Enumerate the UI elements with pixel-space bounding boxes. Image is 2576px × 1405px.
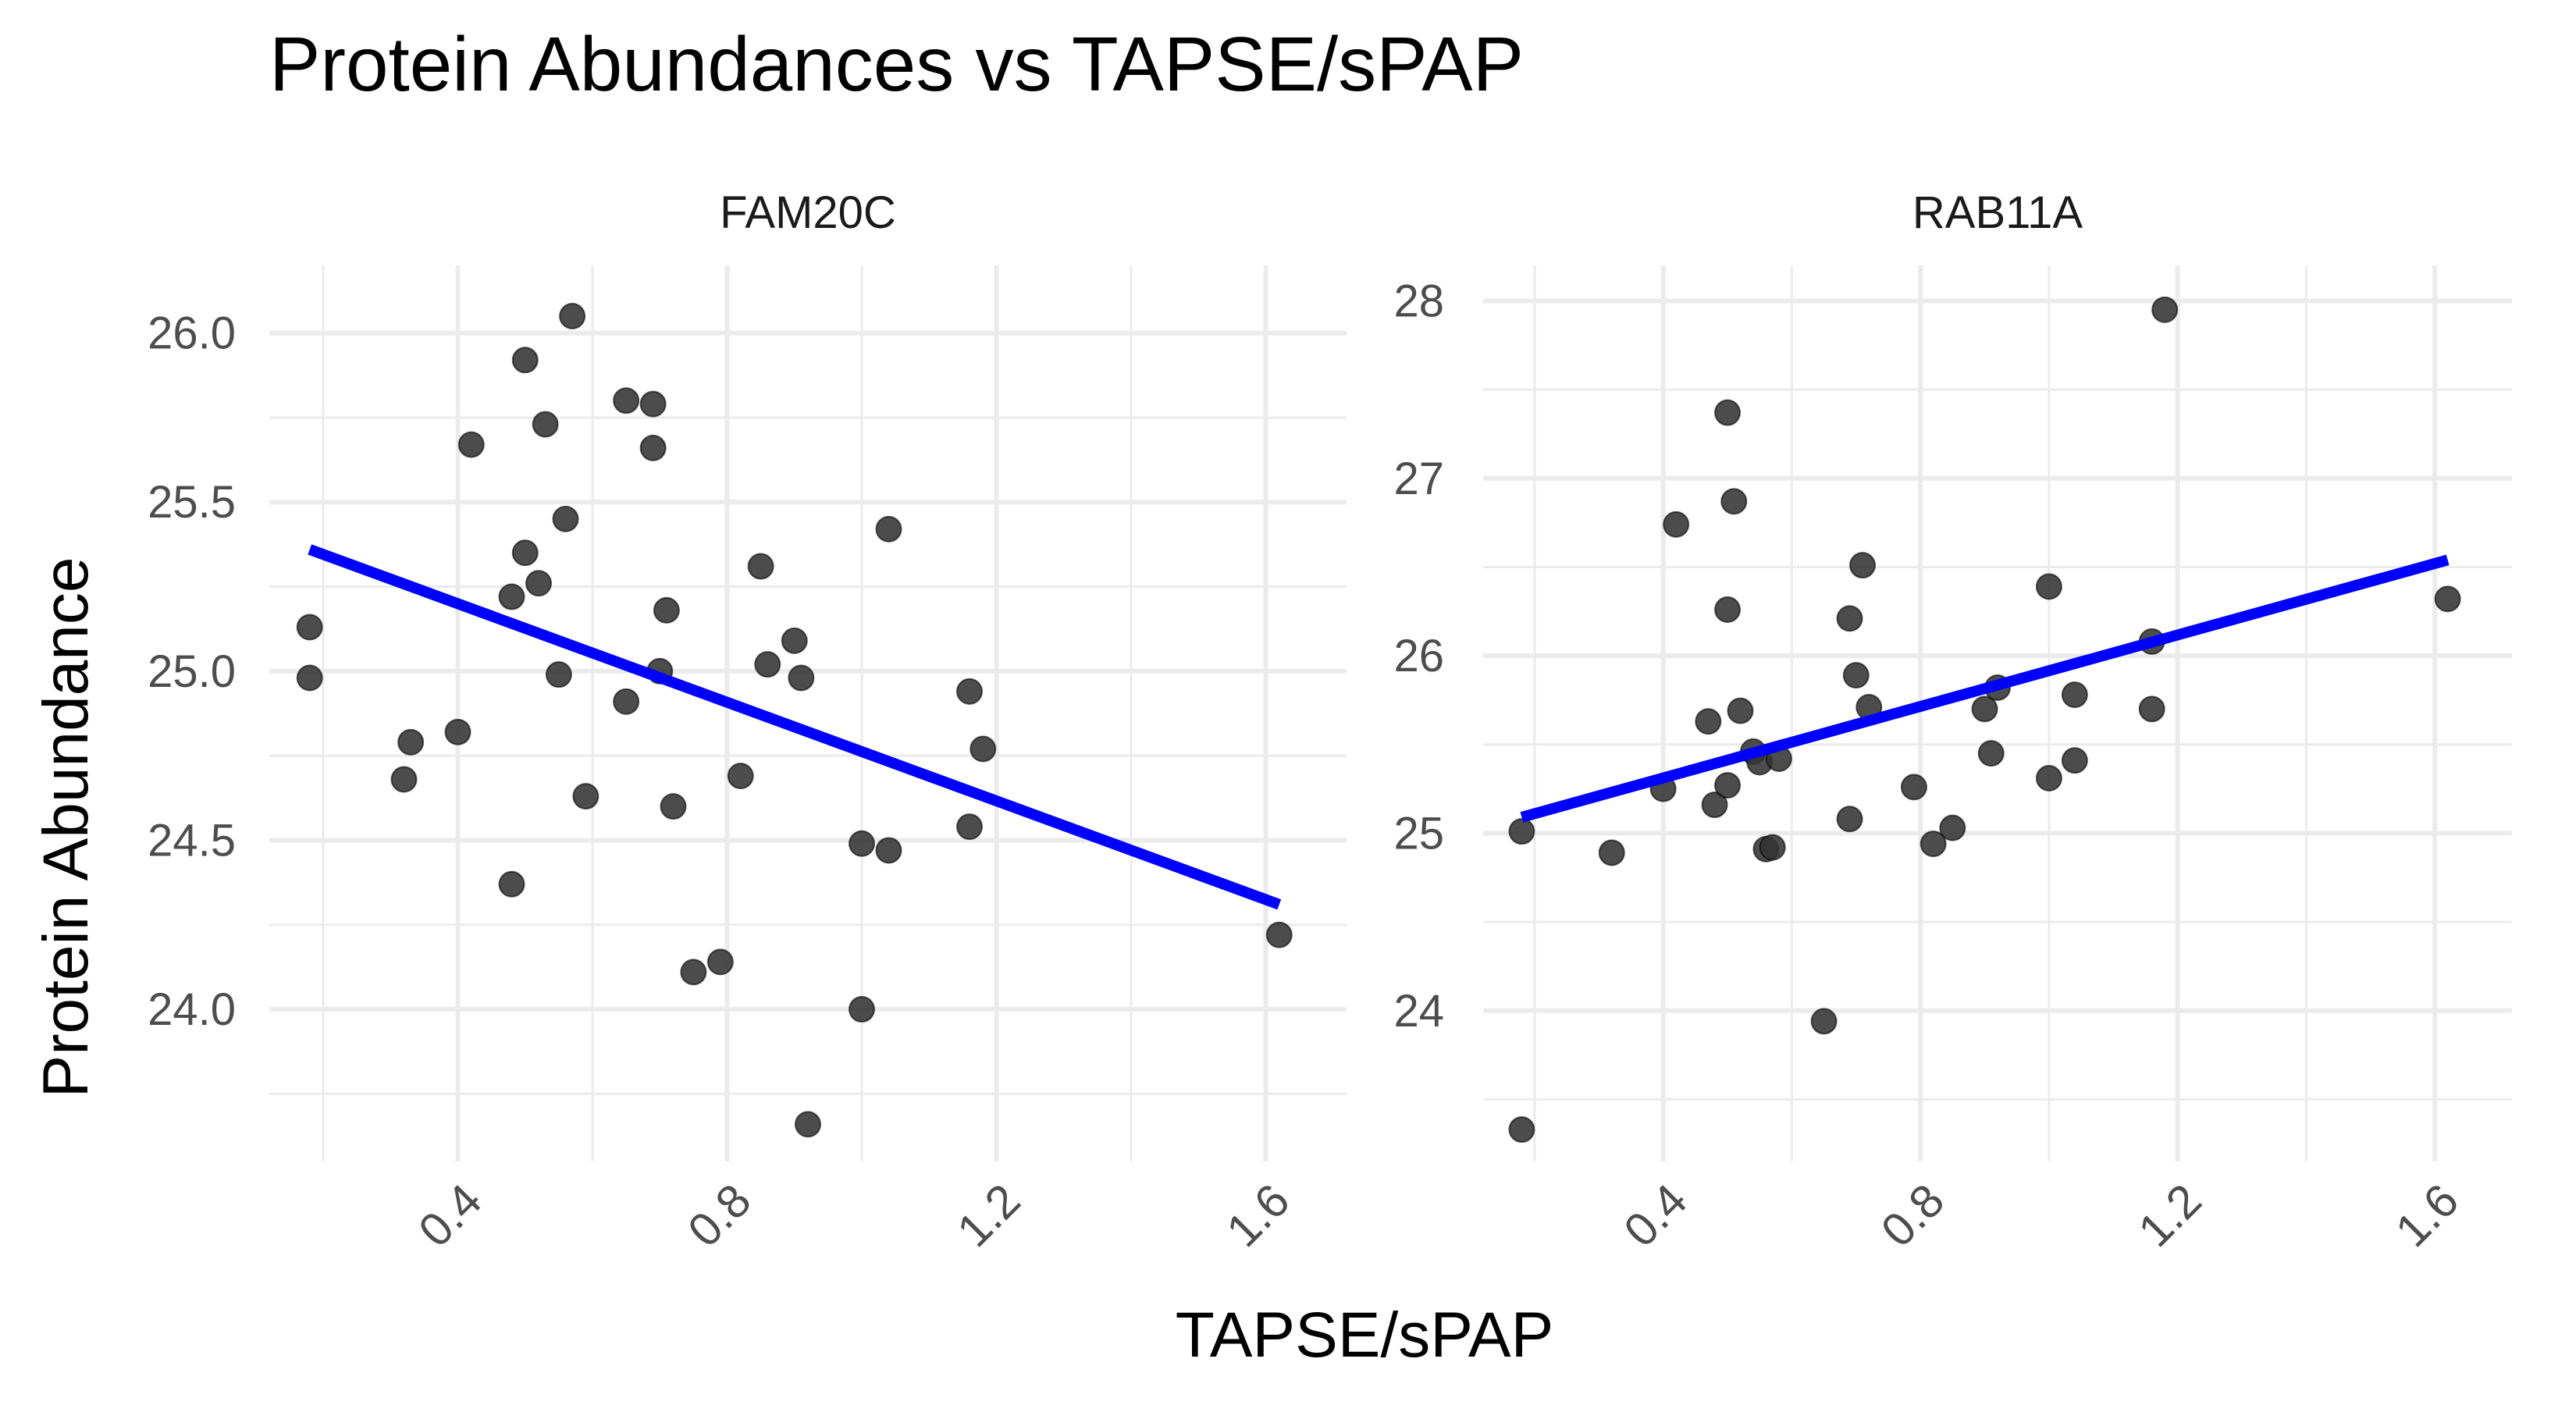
data-point	[970, 735, 997, 763]
data-point	[1714, 772, 1742, 799]
data-point	[613, 387, 640, 414]
data-point	[754, 651, 781, 678]
y-tick-label: 26.0	[148, 308, 236, 359]
data-point	[1836, 605, 1863, 632]
data-point	[1836, 806, 1863, 833]
data-point	[444, 718, 471, 745]
data-point	[795, 1111, 821, 1138]
data-point	[956, 678, 983, 705]
y-tick-label: 28	[1393, 276, 1444, 326]
data-point	[788, 664, 815, 692]
data-point	[875, 837, 902, 864]
data-point	[2035, 573, 2062, 600]
y-tick-label: 25	[1393, 808, 1444, 859]
y-tick-label: 24.5	[148, 815, 236, 866]
data-point	[1939, 814, 1966, 841]
data-point	[1508, 818, 1535, 845]
data-point	[1727, 697, 1754, 724]
data-point	[1701, 791, 1728, 819]
facet-label: RAB11A	[1912, 187, 2083, 238]
data-point	[1900, 774, 1927, 801]
y-tick-label: 25.5	[148, 477, 236, 528]
chart-title: Protein Abundances vs TAPSE/sPAP	[269, 21, 1524, 107]
data-point	[498, 870, 525, 898]
data-point	[498, 583, 525, 610]
y-tick-label: 24.0	[148, 984, 236, 1035]
data-point	[660, 793, 687, 820]
data-point	[1265, 921, 1293, 948]
y-tick-label: 24	[1393, 986, 1444, 1037]
data-point	[706, 948, 734, 976]
data-point	[1842, 662, 1870, 689]
y-tick-label: 26	[1393, 631, 1444, 681]
data-point	[1695, 708, 1722, 735]
data-point	[1714, 399, 1742, 426]
data-point	[1849, 552, 1877, 579]
data-point	[1920, 831, 1947, 858]
data-point	[849, 996, 875, 1023]
data-point	[397, 728, 425, 756]
y-tick-label: 27	[1393, 454, 1444, 504]
data-point	[781, 627, 808, 654]
data-point	[680, 959, 707, 986]
data-point	[1977, 740, 2005, 767]
data-point	[653, 596, 680, 624]
data-point	[639, 390, 667, 418]
facet-label: FAM20C	[720, 187, 896, 238]
data-point	[545, 661, 572, 688]
data-point	[613, 688, 640, 715]
trend-line	[1520, 554, 2450, 823]
data-point	[1508, 1116, 1535, 1144]
data-point	[532, 411, 559, 438]
data-point	[457, 431, 485, 458]
data-point	[2035, 764, 2062, 791]
x-axis-title: TAPSE/sPAP	[1176, 1300, 1554, 1371]
facet-panels: 0.4 0.8 1.2 1.624.024.525.025.526.0FAM20C0.…	[148, 187, 2512, 1257]
data-point	[2061, 747, 2088, 774]
data-point	[1663, 510, 1690, 538]
data-point	[525, 570, 552, 597]
data-point	[572, 783, 600, 810]
data-point	[849, 830, 875, 857]
data-point	[1971, 695, 1998, 723]
data-point	[1810, 1008, 1838, 1035]
data-point	[2151, 296, 2179, 323]
data-point	[559, 302, 586, 329]
data-point	[390, 766, 418, 793]
data-point	[956, 813, 983, 841]
data-point	[2061, 681, 2088, 709]
y-tick-label: 25.0	[148, 646, 236, 697]
data-point	[511, 539, 539, 567]
data-point	[2138, 695, 2165, 723]
data-point	[727, 763, 754, 790]
data-point	[1714, 596, 1742, 624]
data-point	[552, 505, 579, 532]
trend-line	[308, 544, 1282, 910]
data-point	[1720, 488, 1748, 515]
data-point	[875, 515, 902, 542]
data-point	[1598, 839, 1625, 866]
data-point	[296, 664, 323, 692]
data-point	[296, 614, 323, 641]
y-axis-title: Protein Abundance	[30, 557, 101, 1098]
data-point	[2434, 585, 2461, 613]
data-point	[639, 434, 667, 461]
data-point	[1759, 834, 1786, 861]
data-point	[511, 347, 539, 374]
data-point	[747, 553, 774, 580]
